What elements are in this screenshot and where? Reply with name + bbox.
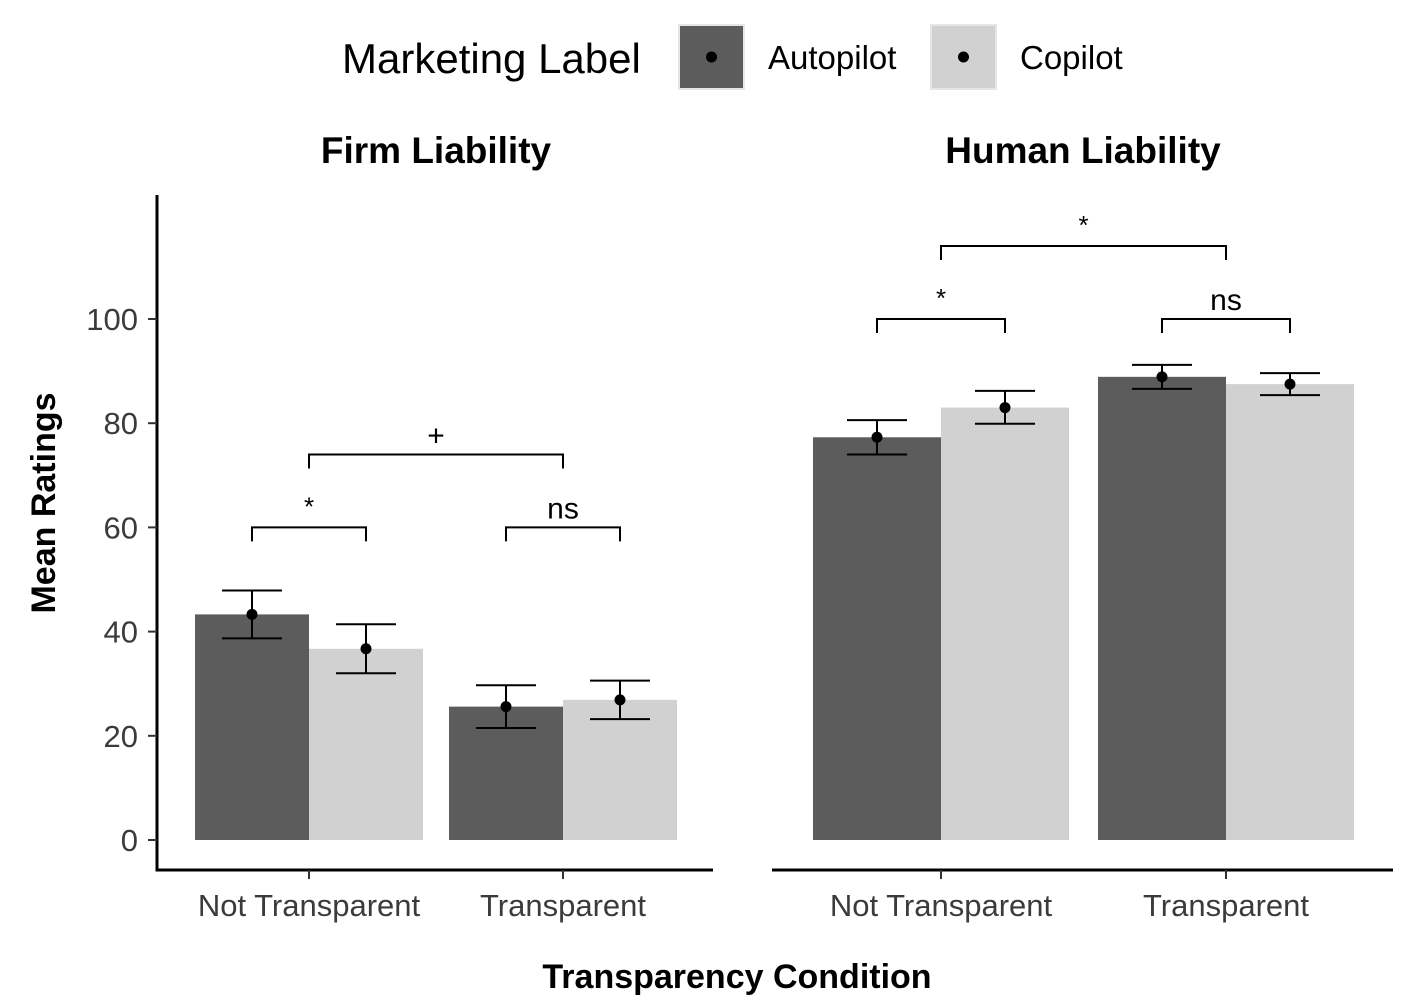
- significance-bracket: [308, 453, 564, 469]
- y-axis-title: Mean Ratings: [25, 392, 63, 613]
- significance-bracket: [940, 245, 1227, 261]
- mean-point-copilot: [1284, 378, 1296, 390]
- x-tick-label: Not Transparent: [830, 888, 1053, 923]
- panel-1: Firm Liability 0 20 40 60 80 100 * ns + Not Transp…: [86, 130, 713, 923]
- legend-key-point-autopilot: [706, 51, 717, 63]
- bar-autopilot: [1098, 376, 1226, 840]
- significance-bracket: [505, 526, 621, 542]
- legend-label-autopilot: Autopilot: [768, 39, 896, 76]
- facet-title-1: Firm Liability: [321, 130, 552, 171]
- mean-point-copilot: [614, 694, 626, 706]
- facet-title-2: Human Liability: [945, 130, 1221, 171]
- bar-copilot: [309, 648, 423, 840]
- y-tick-label: 20: [104, 719, 138, 754]
- significance-label: *: [1078, 210, 1088, 240]
- significance-bracket: [1161, 318, 1291, 333]
- bar-copilot: [563, 699, 677, 840]
- y-tick-label: 0: [121, 823, 138, 858]
- panel-2: Human Liability * ns * Not Transparent Transp…: [772, 130, 1393, 923]
- x-tick-label: Transparent: [480, 888, 646, 923]
- bar-copilot: [1226, 384, 1354, 840]
- y-tick-label: 60: [104, 510, 138, 545]
- significance-bracket: [876, 318, 1006, 333]
- mean-point-copilot: [999, 402, 1011, 414]
- mean-point-autopilot: [871, 431, 883, 443]
- mean-point-autopilot: [1156, 371, 1168, 383]
- mean-point-autopilot: [500, 701, 512, 713]
- y-tick-label: 100: [86, 302, 138, 337]
- legend-title: Marketing Label: [342, 35, 641, 82]
- y-tick-label: 80: [104, 406, 138, 441]
- significance-label: ns: [547, 492, 579, 525]
- significance-bracket: [251, 526, 367, 542]
- significance-label: *: [304, 491, 314, 521]
- bar-copilot: [941, 407, 1069, 840]
- significance-label: *: [936, 283, 946, 313]
- mean-point-autopilot: [246, 608, 258, 620]
- bar-autopilot: [813, 437, 941, 840]
- legend-key-point-copilot: [958, 51, 969, 63]
- x-tick-label: Transparent: [1143, 888, 1309, 923]
- legend: Marketing Label Autopilot Copilot: [342, 24, 1123, 90]
- legend-label-copilot: Copilot: [1020, 39, 1123, 76]
- bar-autopilot: [195, 614, 309, 840]
- x-tick-label: Not Transparent: [198, 888, 421, 923]
- mean-point-copilot: [360, 643, 372, 655]
- significance-label: +: [427, 419, 445, 452]
- y-tick-label: 40: [104, 615, 138, 650]
- significance-label: ns: [1210, 284, 1242, 317]
- x-axis-title: Transparency Condition: [542, 958, 931, 996]
